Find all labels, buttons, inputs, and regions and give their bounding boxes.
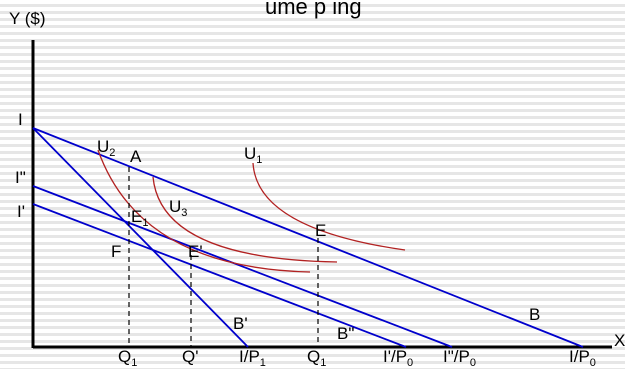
label-u1: U1 [244, 144, 262, 166]
label-I-double-prime: I" [15, 168, 26, 187]
budget-line-I2-P0 [32, 185, 453, 348]
label-B: B [529, 305, 540, 324]
label-point-E: E [315, 221, 326, 240]
tick-label-q1-right: Q1 [307, 347, 326, 369]
tick-label-I-prime-over-P0: I'/P0 [383, 347, 413, 369]
label-point-E-prime: E' [188, 242, 203, 261]
label-point-E1: E1 [131, 207, 148, 229]
x-axis-label: X [614, 331, 625, 350]
slide-title-fragment: ume p ing [265, 0, 362, 19]
label-u3: U3 [169, 197, 187, 219]
budget-line-I-P0 [32, 127, 584, 348]
y-axis-label: Y ($) [9, 9, 46, 28]
budget-line-I1-P0 [32, 203, 407, 348]
budget-line-I-P1 [32, 127, 249, 348]
tick-label-I-double-prime-over-P0: I"/P0 [443, 347, 476, 369]
indifference-curve-u1 [252, 162, 406, 251]
tick-label-I-over-P1: I/P1 [239, 347, 266, 369]
label-u2: U2 [97, 137, 115, 159]
tick-label-I-over-P0: I/P0 [569, 347, 596, 369]
label-point-A: A [130, 147, 142, 166]
tick-label-q1-left: Q1 [118, 347, 137, 369]
indifference-curve-u3 [152, 176, 338, 263]
label-B-double-prime: B" [337, 324, 354, 343]
label-I-prime: I' [17, 202, 25, 221]
label-point-F: F [111, 242, 121, 261]
label-I: I [18, 110, 23, 129]
tick-label-q-prime: Q' [182, 347, 198, 366]
label-B-prime: B' [233, 314, 248, 333]
indifference-curve-u2 [97, 149, 311, 273]
